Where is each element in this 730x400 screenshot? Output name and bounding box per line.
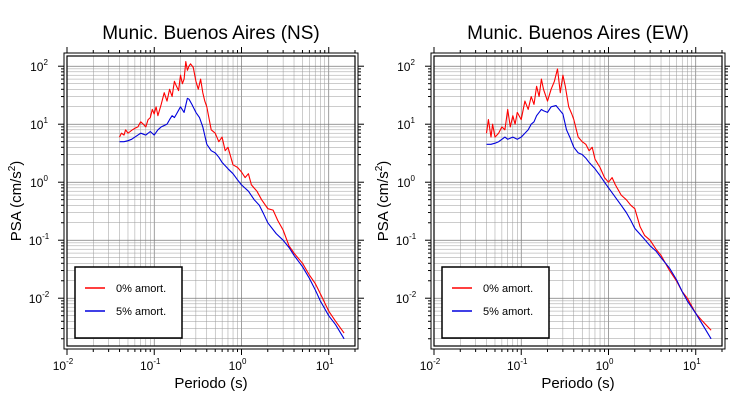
y-axis-label-close: )	[8, 161, 25, 166]
y-tick-label: 100	[397, 174, 415, 190]
x-tick-label: 101	[316, 357, 334, 373]
plot-frame-outer	[63, 52, 359, 350]
legend: 0% amort. 5% amort.	[74, 266, 183, 339]
x-tick-label: 101	[683, 357, 701, 373]
grid	[433, 56, 723, 346]
y-tick-label: 100	[30, 174, 48, 190]
series-line	[485, 68, 712, 331]
y-axis-label-superscript: 2	[7, 165, 18, 171]
y-tick-label: 10-1	[29, 232, 50, 248]
x-axis-label: Periodo (s)	[174, 375, 247, 392]
x-tick-label: 10-2	[420, 357, 441, 373]
ns-spectrum-panel: Munic. Buenos Aires (NS) 10-2 10-1 100 1011…	[7, 23, 364, 392]
x-tick-label: 10-1	[140, 357, 161, 373]
y-tick-label: 102	[397, 58, 415, 74]
y-tick-label: 101	[30, 116, 48, 132]
y-tick-exponent: -1	[42, 232, 50, 241]
legend-label: 0% amort.	[116, 283, 166, 295]
y-tick-exponent: 1	[410, 116, 415, 125]
y-tick-exponent: -2	[409, 290, 417, 299]
x-tick-label: 10-1	[507, 357, 528, 373]
grid	[66, 56, 356, 346]
legend: 0% amort. 5% amort.	[441, 266, 550, 339]
x-tick-exponent: 0	[609, 357, 614, 366]
legend-label: 5% amort.	[483, 306, 533, 318]
plot-frame-outer	[430, 52, 726, 350]
x-tick-exponent: 1	[329, 357, 334, 366]
y-tick-label: 102	[30, 58, 48, 74]
y-axis-label: PSA (cm/s2)	[7, 161, 25, 242]
x-axis-label: Periodo (s)	[541, 375, 614, 392]
x-tick-exponent: 1	[696, 357, 701, 366]
y-tick-label: 10-2	[396, 290, 417, 306]
legend-box	[74, 266, 183, 339]
x-tick-label: 100	[229, 357, 247, 373]
x-tick-label: 100	[596, 357, 614, 373]
y-axis-label-superscript: 2	[374, 165, 385, 171]
legend-label: 0% amort.	[483, 283, 533, 295]
y-tick-exponent: -1	[409, 232, 417, 241]
plot-frame	[433, 55, 723, 347]
plot-frame	[66, 55, 356, 347]
x-tick-exponent: -2	[66, 357, 74, 366]
y-tick-label: 10-2	[29, 290, 50, 306]
y-axis-label-close: )	[375, 161, 392, 166]
x-tick-label: 10-2	[53, 357, 74, 373]
y-tick-label: 10-1	[396, 232, 417, 248]
y-tick-exponent: 0	[410, 174, 415, 183]
y-tick-exponent: -2	[42, 290, 50, 299]
ew-spectrum-panel: Munic. Buenos Aires (EW) 10-2 10-1 100 1011…	[374, 23, 730, 392]
y-tick-exponent: 2	[43, 58, 48, 67]
legend-box	[441, 266, 550, 339]
y-axis-label: PSA (cm/s2)	[374, 161, 392, 242]
y-tick-exponent: 2	[410, 58, 415, 67]
series-line	[119, 61, 345, 334]
y-tick-exponent: 0	[43, 174, 48, 183]
series-line	[486, 104, 712, 340]
x-tick-exponent: 0	[242, 357, 247, 366]
x-tick-exponent: -1	[153, 357, 161, 366]
chart-title: Munic. Buenos Aires (EW)	[467, 23, 689, 44]
legend-label: 5% amort.	[116, 306, 166, 318]
chart-title: Munic. Buenos Aires (NS)	[102, 23, 320, 44]
y-tick-exponent: 1	[43, 116, 48, 125]
x-tick-exponent: -2	[433, 357, 441, 366]
y-tick-label: 101	[397, 116, 415, 132]
x-tick-exponent: -1	[520, 357, 528, 366]
series-line	[119, 97, 345, 340]
